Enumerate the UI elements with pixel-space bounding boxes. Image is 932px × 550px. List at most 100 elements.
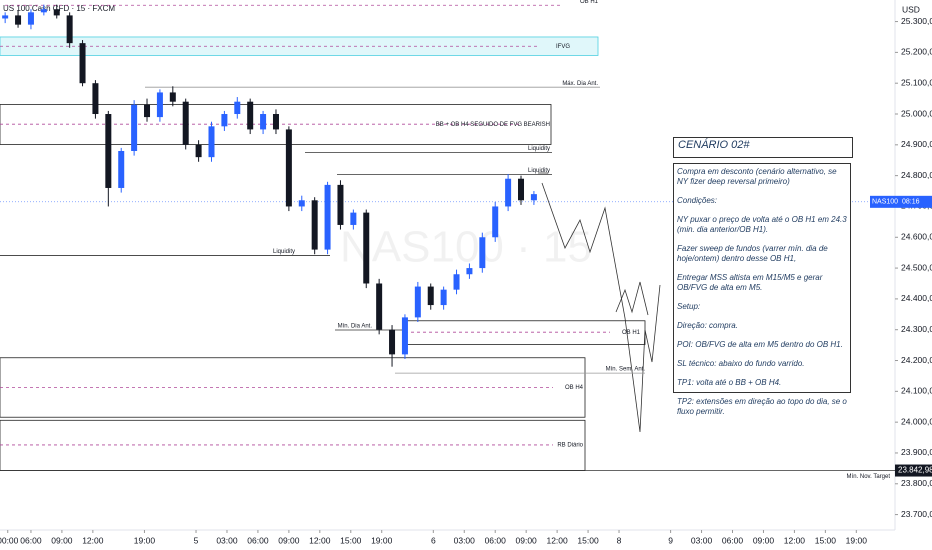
- x-tick-label: 8: [617, 535, 622, 545]
- x-tick-label: 12:00: [546, 535, 568, 545]
- y-tick-label: 24.000,00: [901, 416, 932, 426]
- y-tick-label: 25.200,00: [901, 47, 932, 57]
- currency: USD: [902, 4, 920, 14]
- candle-body: [466, 268, 473, 275]
- y-tick-label: 24.400,00: [901, 293, 932, 303]
- x-tick-label: 00:00: [0, 535, 19, 545]
- zone-label: OB H1: [622, 330, 641, 336]
- x-tick-label: 19:00: [134, 535, 156, 545]
- candle-body: [414, 286, 421, 318]
- candle-body: [182, 101, 189, 145]
- zone: [404, 320, 646, 345]
- candle-body: [376, 283, 383, 330]
- y-tick-label: 24.300,00: [901, 324, 932, 334]
- level-label: Liquidity: [528, 168, 550, 174]
- scenario-text: SL técnico: abaixo do fundo varrido.: [677, 359, 805, 368]
- candle-body: [324, 184, 331, 250]
- candle-body: [272, 114, 279, 130]
- x-tick-label: 19:00: [846, 535, 868, 545]
- zone-label: RB Diário: [557, 443, 583, 449]
- candle-body: [453, 274, 460, 290]
- scenario-box: Compra em desconto (cenário alternativo,…: [673, 163, 851, 416]
- candle-body: [105, 114, 112, 188]
- y-tick-label: 25.000,00: [901, 108, 932, 118]
- zone: [0, 419, 586, 471]
- candle-body: [401, 317, 408, 355]
- price-tag: [895, 464, 932, 477]
- candle-body: [298, 200, 305, 207]
- candle-body: [247, 101, 254, 130]
- last-countdown: 08:16: [902, 199, 920, 206]
- x-tick-label: 19:00: [371, 535, 393, 545]
- x-tick-label: 03:00: [216, 535, 238, 545]
- scenario-title: CENÁRIO 02#: [673, 137, 853, 158]
- y-tick-label: 24.800,00: [901, 170, 932, 180]
- level-label: Liquidity: [528, 146, 550, 152]
- candle-body: [505, 178, 512, 207]
- x-tick-label: 03:00: [454, 535, 476, 545]
- chart-title: US 100 Cash CFD · 15 · FXCM: [3, 4, 115, 13]
- zone: [0, 36, 599, 56]
- level-label: Mín. Nov. Target: [847, 474, 891, 480]
- candle-body: [337, 184, 344, 225]
- candle-body: [260, 114, 267, 130]
- candle-body: [285, 129, 292, 207]
- level-label: Mín. Sem. Ant.: [606, 367, 646, 373]
- x-tick-label: 12:00: [82, 535, 104, 545]
- last-price-tag: [870, 195, 932, 208]
- x-tick-label: 12:00: [309, 535, 331, 545]
- zone-label: OB H4: [565, 385, 584, 391]
- candle-body: [311, 200, 318, 250]
- candle-body: [363, 212, 370, 284]
- candle-body: [156, 92, 163, 118]
- y-tick-label: 24.600,00: [901, 232, 932, 242]
- candle-body: [66, 15, 73, 44]
- candle-body: [15, 15, 22, 25]
- scenario-text: Setup:: [677, 302, 701, 311]
- level-label: Máx. Dia Ant.: [562, 81, 598, 87]
- x-tick-label: 6: [431, 535, 436, 545]
- watermark: NAS100 · 15: [340, 223, 592, 272]
- x-tick-label: 09:00: [753, 535, 775, 545]
- candle-body: [79, 43, 86, 84]
- scenario-text: Fazer sweep de fundos (varrer mín. dia d…: [677, 244, 828, 263]
- scenario-text: Direção: compra.: [677, 321, 738, 330]
- x-tick-label: 06:00: [20, 535, 42, 545]
- x-tick-label: 03:00: [691, 535, 713, 545]
- zone: [0, 104, 552, 145]
- scenario-text: TP1: volta até o BB + OB H4.: [677, 378, 782, 387]
- x-tick-label: 12:00: [784, 535, 806, 545]
- x-tick-label: 9: [668, 535, 673, 545]
- x-tick-label: 15:00: [340, 535, 362, 545]
- candle-body: [53, 9, 60, 16]
- x-tick-label: 09:00: [278, 535, 300, 545]
- candle-body: [389, 329, 396, 355]
- y-tick-label: 25.300,00: [901, 16, 932, 26]
- zone-label: BB + OB H4 SEGUIDO DE FVG BEARISH: [436, 122, 550, 128]
- y-tick-label: 23.800,00: [901, 478, 932, 488]
- candle-body: [195, 144, 202, 158]
- scenario-text: TP2: extensões em direção ao topo do dia…: [677, 397, 847, 416]
- candle-body: [440, 289, 447, 306]
- scenario-text: Condições:: [677, 196, 718, 205]
- candle-body: [530, 194, 537, 201]
- y-tick-label: 23.900,00: [901, 447, 932, 457]
- candle-body: [40, 9, 47, 13]
- candle-body: [27, 12, 34, 25]
- x-tick-label: 15:00: [577, 535, 599, 545]
- scenario-text: NY puxar o preço de volta até o OB H1 em…: [677, 215, 847, 234]
- level-label: Liquidity: [273, 249, 295, 255]
- zone-label: IFVG: [556, 44, 570, 50]
- x-tick-label: 15:00: [815, 535, 837, 545]
- x-tick-label: 06:00: [485, 535, 507, 545]
- candle-body: [479, 237, 486, 269]
- level-label: Mín. Dia Ant.: [338, 324, 373, 330]
- scenario-text: POI: OB/FVG de alta em M5 dentro do OB H…: [677, 340, 843, 349]
- projection-path: [541, 182, 661, 433]
- y-tick-label: 23.700,00: [901, 509, 932, 519]
- x-tick-label: 06:00: [722, 535, 744, 545]
- candle-body: [92, 83, 99, 115]
- x-tick-label: 06:00: [247, 535, 269, 545]
- projection-path: [615, 281, 649, 316]
